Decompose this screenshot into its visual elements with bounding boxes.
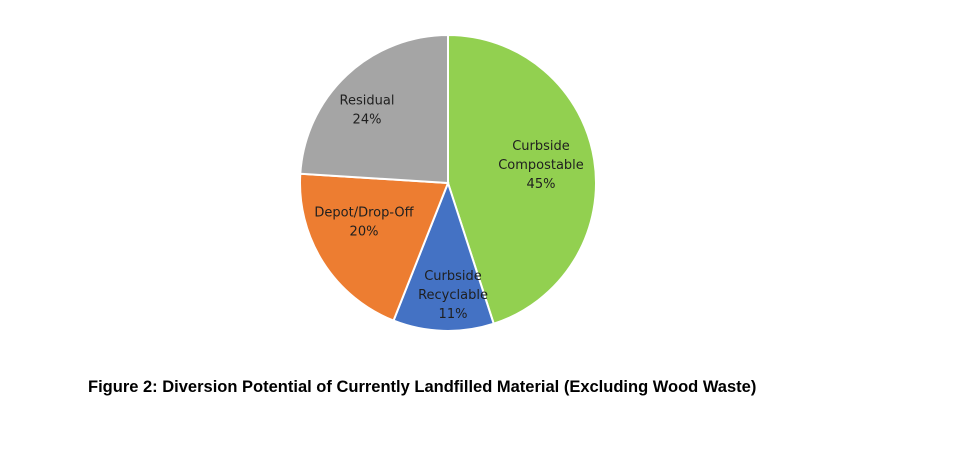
pie-labels: Curbside Compostable 45% Curbside Recyclable… [314, 94, 583, 323]
pie-chart-svg: Curbside Compostable 45% Curbside Recyclable… [299, 33, 597, 332]
pie-slice-category-label: Curbside [424, 269, 482, 284]
pie-slice-value-label: 45% [527, 177, 556, 192]
pie-slice-value-label: 24% [353, 113, 382, 128]
pie-slice-label-0: Curbside Compostable 45% [498, 139, 584, 192]
pie-slice-3 [299, 33, 449, 185]
pie-slice-label-2: Depot/Drop-Off 20% [314, 206, 414, 240]
pie-slice-category-label: Depot/Drop-Off [314, 206, 414, 221]
pie-slice-1 [392, 180, 495, 332]
pie-slice-2 [299, 172, 450, 322]
pie-chart: Curbside Compostable 45% Curbside Recyclable… [299, 33, 597, 332]
figure-caption: Figure 2: Diversion Potential of Current… [88, 378, 757, 396]
pie-slice-label-3: Residual 24% [340, 94, 395, 128]
pie-slices [299, 33, 597, 332]
pie-slice-label-1: Curbside Recyclable 11% [418, 269, 488, 322]
pie-slice-category-label: Curbside [512, 139, 570, 154]
pie-slice-category-label: Recyclable [418, 288, 488, 303]
pie-slice-category-label: Compostable [498, 158, 584, 173]
pie-slice-value-label: 20% [350, 225, 379, 240]
pie-slice-value-label: 11% [439, 307, 468, 322]
pie-slice-0 [447, 33, 597, 326]
pie-slice-category-label: Residual [340, 94, 395, 109]
